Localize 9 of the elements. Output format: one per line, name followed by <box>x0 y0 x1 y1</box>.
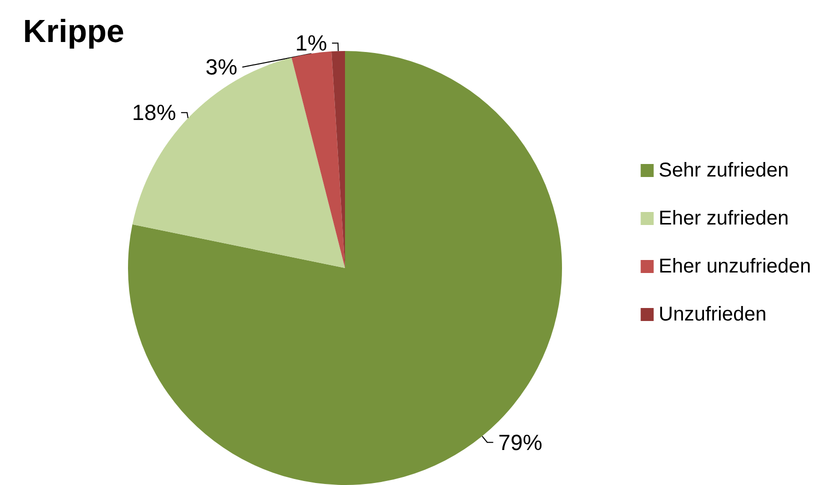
data-label: 3% <box>206 54 238 80</box>
data-label: 79% <box>498 430 542 455</box>
data-label: 18% <box>132 100 176 126</box>
chart-title: Krippe <box>23 13 124 49</box>
data-label: 1% <box>295 30 328 56</box>
legend-label: Sehr zufrieden <box>658 160 789 182</box>
legend-label: Eher zufrieden <box>658 208 789 230</box>
legend-label: Unzufrieden <box>658 304 767 326</box>
legend-label: Eher unzufrieden <box>658 256 812 278</box>
